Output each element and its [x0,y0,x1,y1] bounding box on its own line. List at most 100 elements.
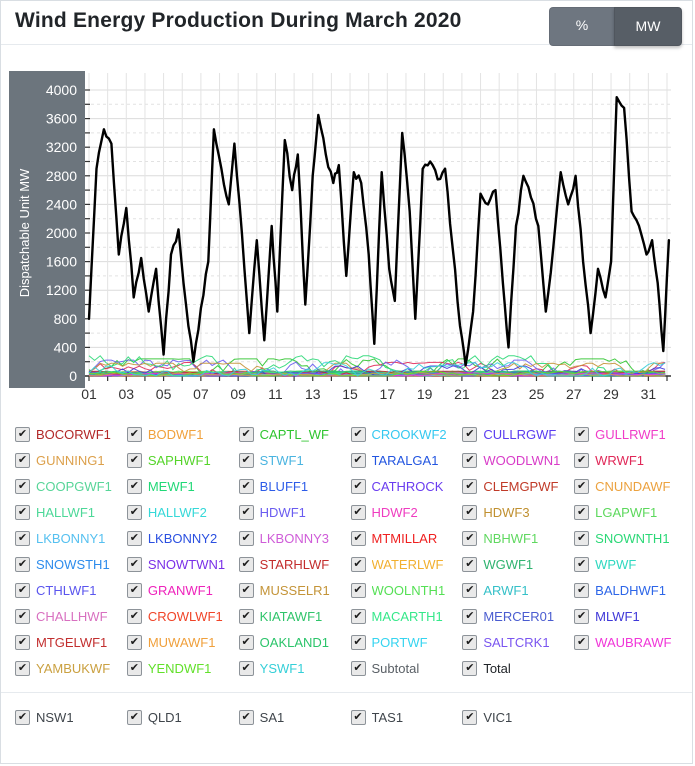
checkbox-checked-icon[interactable]: ✔ [15,609,30,624]
legend-item-saphwf1[interactable]: ✔ SAPHWF1 [126,453,239,468]
legend-item-crowlwf1[interactable]: ✔ CROWLWF1 [126,609,239,624]
legend-item-hdwf2[interactable]: ✔ HDWF2 [350,505,463,520]
checkbox-checked-icon[interactable]: ✔ [126,531,142,546]
legend-item-yswf1[interactable]: ✔ YSWF1 [238,661,351,676]
legend-item-mewf1[interactable]: ✔ MEWF1 [126,479,239,494]
legend-item-cullrgwf[interactable]: ✔ CULLRGWF [462,427,574,442]
checkbox-checked-icon[interactable]: ✔ [126,609,142,624]
checkbox-checked-icon[interactable]: ✔ [350,635,366,650]
checkbox-checked-icon[interactable]: ✔ [238,635,254,650]
checkbox-checked-icon[interactable]: ✔ [15,557,30,572]
legend-item-challhwf[interactable]: ✔ CHALLHWF [15,609,127,624]
checkbox-checked-icon[interactable]: ✔ [350,531,366,546]
legend-item-saltcrk1[interactable]: ✔ SALTCRK1 [462,635,574,650]
checkbox-checked-icon[interactable]: ✔ [350,661,366,676]
mw-toggle-button[interactable]: MW [614,7,682,46]
legend-item-clemgpwf[interactable]: ✔ CLEMGPWF [462,479,574,494]
checkbox-checked-icon[interactable]: ✔ [15,427,30,442]
checkbox-checked-icon[interactable]: ✔ [238,505,254,520]
checkbox-checked-icon[interactable]: ✔ [574,609,590,624]
checkbox-checked-icon[interactable]: ✔ [126,557,142,572]
checkbox-checked-icon[interactable]: ✔ [126,505,142,520]
checkbox-checked-icon[interactable]: ✔ [462,583,478,598]
legend-item-crookwf2[interactable]: ✔ CROOKWF2 [350,427,463,442]
legend-item-bodwf1[interactable]: ✔ BODWF1 [126,427,239,442]
checkbox-checked-icon[interactable]: ✔ [15,453,30,468]
checkbox-checked-icon[interactable]: ✔ [462,531,478,546]
region-item-tas1[interactable]: ✔ TAS1 [350,710,463,725]
checkbox-checked-icon[interactable]: ✔ [462,557,478,572]
checkbox-checked-icon[interactable]: ✔ [238,710,254,725]
checkbox-checked-icon[interactable]: ✔ [126,661,142,676]
checkbox-checked-icon[interactable]: ✔ [15,635,30,650]
checkbox-checked-icon[interactable]: ✔ [462,505,478,520]
legend-item-baldhwf1[interactable]: ✔ BALDHWF1 [574,583,686,598]
checkbox-checked-icon[interactable]: ✔ [126,453,142,468]
checkbox-checked-icon[interactable]: ✔ [574,505,590,520]
checkbox-checked-icon[interactable]: ✔ [574,427,590,442]
checkbox-checked-icon[interactable]: ✔ [350,609,366,624]
legend-item-bocorwf1[interactable]: ✔ BOCORWF1 [15,427,127,442]
checkbox-checked-icon[interactable]: ✔ [126,479,142,494]
checkbox-checked-icon[interactable]: ✔ [574,479,590,494]
checkbox-checked-icon[interactable]: ✔ [238,479,254,494]
checkbox-checked-icon[interactable]: ✔ [574,531,590,546]
checkbox-checked-icon[interactable]: ✔ [126,427,142,442]
legend-item-hdwf1[interactable]: ✔ HDWF1 [238,505,351,520]
checkbox-checked-icon[interactable]: ✔ [350,505,366,520]
legend-item-wrwf1[interactable]: ✔ WRWF1 [574,453,686,468]
percent-toggle-button[interactable]: % [549,7,614,46]
legend-item-coopgwf1[interactable]: ✔ COOPGWF1 [15,479,127,494]
legend-item-cnundawf[interactable]: ✔ CNUNDAWF [574,479,686,494]
checkbox-checked-icon[interactable]: ✔ [238,557,254,572]
legend-item-cathrock[interactable]: ✔ CATHROCK [350,479,463,494]
legend-item-starhlwf[interactable]: ✔ STARHLWF [238,557,351,572]
legend-item-mercer01[interactable]: ✔ MERCER01 [462,609,574,624]
legend-item-mtgelwf1[interactable]: ✔ MTGELWF1 [15,635,127,650]
checkbox-checked-icon[interactable]: ✔ [462,479,478,494]
checkbox-checked-icon[interactable]: ✔ [574,583,590,598]
legend-item-gullrwf1[interactable]: ✔ GULLRWF1 [574,427,686,442]
legend-item-snowtwn1[interactable]: ✔ SNOWTWN1 [126,557,239,572]
checkbox-checked-icon[interactable]: ✔ [574,453,590,468]
checkbox-checked-icon[interactable]: ✔ [15,531,30,546]
legend-item-captl_wf[interactable]: ✔ CAPTL_WF [238,427,351,442]
legend-item-waterlwf[interactable]: ✔ WATERLWF [350,557,463,572]
checkbox-checked-icon[interactable]: ✔ [462,427,478,442]
legend-item-yambukwf[interactable]: ✔ YAMBUKWF [15,661,127,676]
checkbox-checked-icon[interactable]: ✔ [238,609,254,624]
checkbox-checked-icon[interactable]: ✔ [350,479,366,494]
legend-item-macarth1[interactable]: ✔ MACARTH1 [350,609,463,624]
legend-item-nbhwf1[interactable]: ✔ NBHWF1 [462,531,574,546]
checkbox-checked-icon[interactable]: ✔ [462,635,478,650]
legend-item-total[interactable]: ✔ Total [462,661,574,676]
checkbox-checked-icon[interactable]: ✔ [462,453,478,468]
legend-item-snowsth1[interactable]: ✔ SNOWSTH1 [15,557,127,572]
legend-item-wgwf1[interactable]: ✔ WGWF1 [462,557,574,572]
checkbox-checked-icon[interactable]: ✔ [350,710,366,725]
checkbox-checked-icon[interactable]: ✔ [574,635,590,650]
checkbox-checked-icon[interactable]: ✔ [462,661,478,676]
checkbox-checked-icon[interactable]: ✔ [574,557,590,572]
legend-item-musselr1[interactable]: ✔ MUSSELR1 [238,583,351,598]
legend-item-oakland1[interactable]: ✔ OAKLAND1 [238,635,351,650]
legend-item-subtotal[interactable]: ✔ Subtotal [350,661,463,676]
legend-item-taralga1[interactable]: ✔ TARALGA1 [350,453,463,468]
checkbox-checked-icon[interactable]: ✔ [15,710,30,725]
legend-item-mlwf1[interactable]: ✔ MLWF1 [574,609,686,624]
checkbox-checked-icon[interactable]: ✔ [15,505,30,520]
checkbox-checked-icon[interactable]: ✔ [15,583,30,598]
checkbox-checked-icon[interactable]: ✔ [238,427,254,442]
checkbox-checked-icon[interactable]: ✔ [15,479,30,494]
legend-item-mtmillar[interactable]: ✔ MTMILLAR [350,531,463,546]
legend-item-kiatawf1[interactable]: ✔ KIATAWF1 [238,609,351,624]
checkbox-checked-icon[interactable]: ✔ [238,583,254,598]
legend-item-portwf[interactable]: ✔ PORTWF [350,635,463,650]
legend-item-bluff1[interactable]: ✔ BLUFF1 [238,479,351,494]
region-item-qld1[interactable]: ✔ QLD1 [126,710,239,725]
checkbox-checked-icon[interactable]: ✔ [350,557,366,572]
checkbox-checked-icon[interactable]: ✔ [126,583,142,598]
legend-item-lkbonny3[interactable]: ✔ LKBONNY3 [238,531,351,546]
legend-item-lkbonny2[interactable]: ✔ LKBONNY2 [126,531,239,546]
legend-item-wpwf[interactable]: ✔ WPWF [574,557,686,572]
